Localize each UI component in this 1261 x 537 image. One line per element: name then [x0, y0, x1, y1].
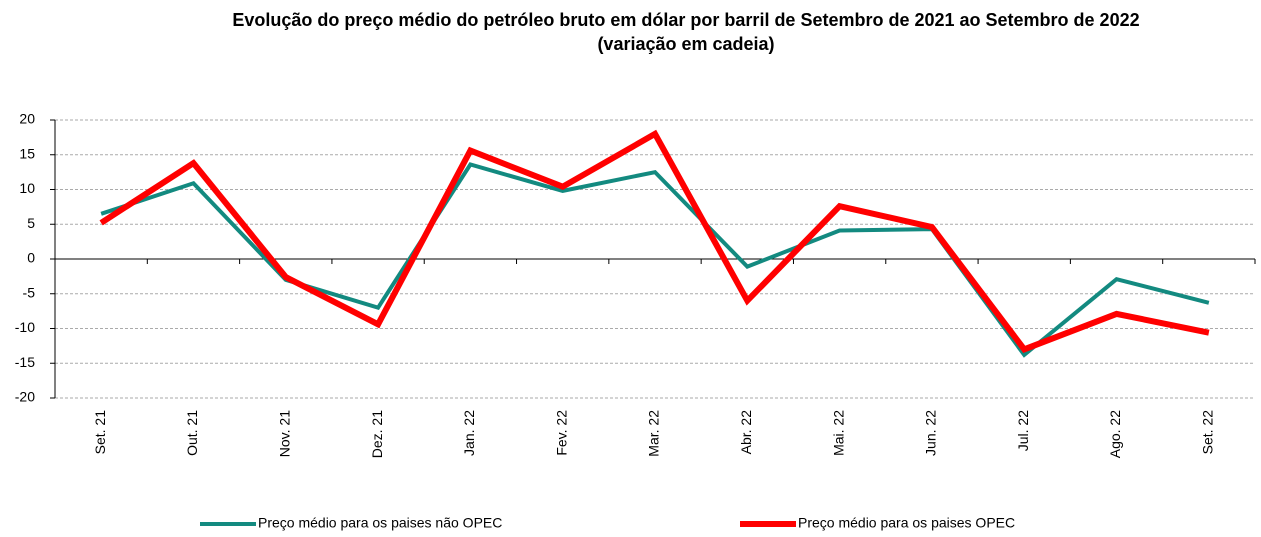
x-tick-label: Jul. 22 — [1015, 410, 1031, 451]
x-tick-label: Jun. 22 — [923, 410, 939, 456]
x-tick-label: Set. 21 — [92, 410, 108, 455]
x-tick-label: Abr. 22 — [738, 410, 754, 455]
y-tick-label: -20 — [15, 389, 35, 405]
chart-subtitle: (variação em cadeia) — [597, 34, 775, 54]
series-line — [99, 129, 1210, 353]
chart-title: Evolução do preço médio do petróleo brut… — [232, 10, 1140, 30]
x-tick-label: Fev. 22 — [553, 410, 569, 456]
x-tick-label: Nov. 21 — [276, 410, 292, 457]
y-tick-label: -15 — [15, 354, 35, 370]
series-line — [100, 162, 1210, 358]
chart-title-block: Evolução do preço médio do petróleo brut… — [166, 8, 1206, 56]
y-tick-label: -5 — [23, 284, 36, 300]
x-tick-label: Set. 22 — [1200, 410, 1216, 455]
y-tick-label: 15 — [19, 145, 35, 161]
x-tick-label: Dez. 21 — [369, 410, 385, 458]
legend-label: Preço médio para os paises não OPEC — [258, 515, 502, 531]
y-tick-label: -10 — [15, 319, 35, 335]
x-tick-label: Out. 21 — [184, 410, 200, 456]
x-tick-label: Jan. 22 — [461, 410, 477, 456]
y-tick-label: 10 — [19, 180, 35, 196]
x-tick-label: Mai. 22 — [830, 410, 846, 456]
x-tick-label: Mar. 22 — [646, 410, 662, 457]
y-tick-label: 5 — [27, 215, 35, 231]
x-tick-label: Ago. 22 — [1107, 410, 1123, 458]
y-tick-label: 0 — [27, 250, 35, 266]
y-tick-label: 20 — [19, 111, 35, 127]
legend-label: Preço médio para os paises OPEC — [798, 515, 1015, 531]
